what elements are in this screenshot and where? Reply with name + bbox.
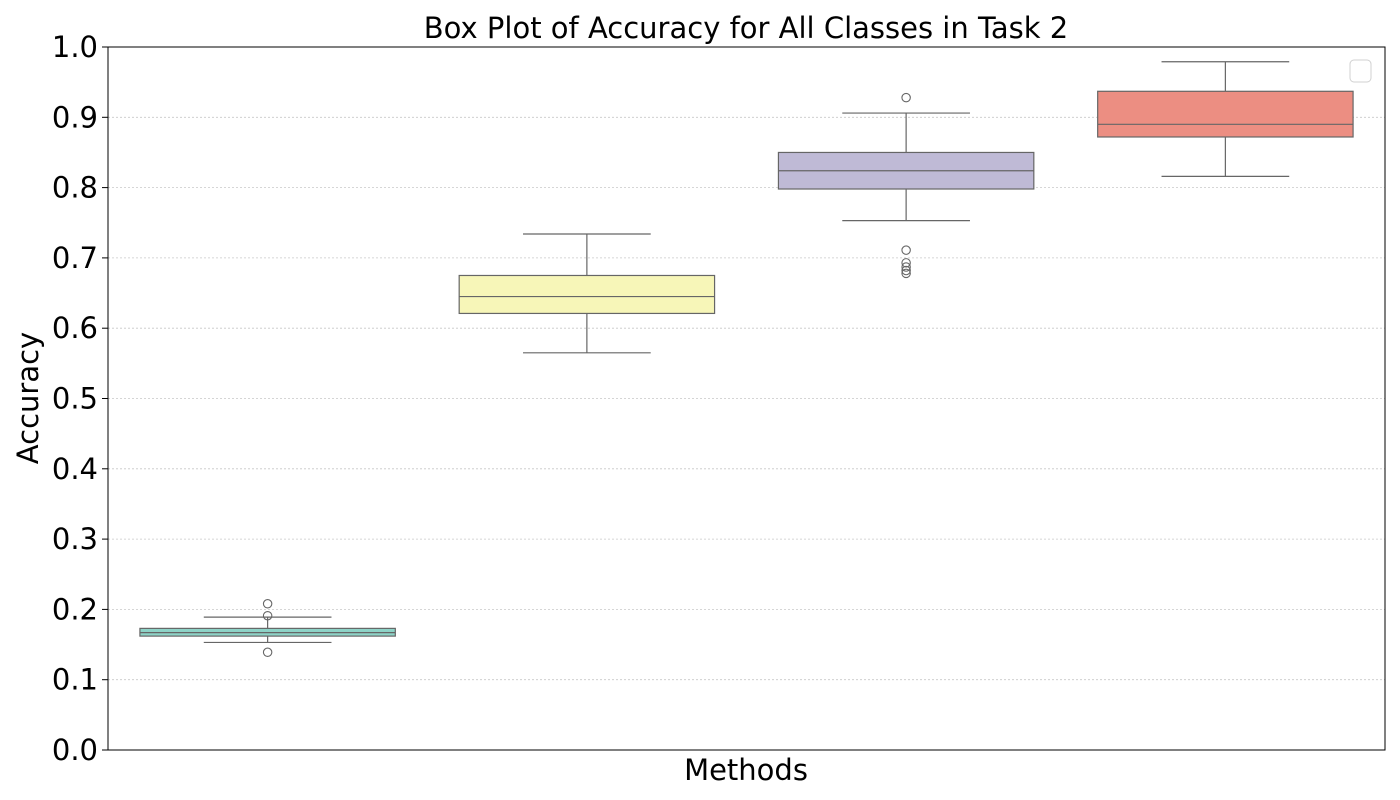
y-tick-label: 0.1	[52, 663, 98, 697]
y-tick-label: 0.6	[52, 311, 98, 345]
grid-lines	[108, 116, 1385, 681]
outlier-point	[262, 599, 273, 609]
outlier-point	[901, 92, 911, 103]
box-iqr	[458, 274, 716, 315]
plot-frame	[107, 46, 1386, 751]
outlier-point	[901, 268, 911, 279]
y-tick-label: 0.2	[52, 592, 98, 626]
y-axis-ticks: 0.0 0.1 0.2 0.3 0.4 0.5 0.6 0.7 0.8 0.9 1.0	[52, 30, 108, 767]
box-1	[139, 599, 396, 658]
outlier-point	[901, 258, 911, 268]
y-tick-label: 0.0	[52, 733, 98, 767]
outlier-point	[262, 647, 273, 658]
box-2	[458, 233, 716, 354]
box-iqr	[1097, 90, 1354, 138]
y-tick-label: 0.5	[52, 382, 98, 416]
y-tick-label: 0.3	[52, 522, 98, 556]
outlier-point	[901, 262, 911, 272]
y-tick-label: 0.7	[52, 241, 98, 275]
box-4	[1097, 61, 1354, 177]
y-tick-label: 0.8	[52, 171, 98, 205]
y-tick-label: 0.4	[52, 452, 98, 486]
box-3	[777, 92, 1035, 279]
outlier-point	[901, 245, 911, 255]
box-series	[139, 61, 1354, 658]
outlier-point	[901, 265, 911, 276]
y-axis-label: Accuracy	[11, 332, 45, 464]
outlier-point	[262, 610, 273, 621]
x-axis-label: Methods	[684, 753, 808, 787]
y-tick-label: 0.9	[52, 100, 98, 134]
chart-title: Box Plot of Accuracy for All Classes in …	[424, 11, 1068, 45]
legend-box	[1349, 59, 1372, 83]
y-tick-label: 1.0	[52, 30, 98, 64]
